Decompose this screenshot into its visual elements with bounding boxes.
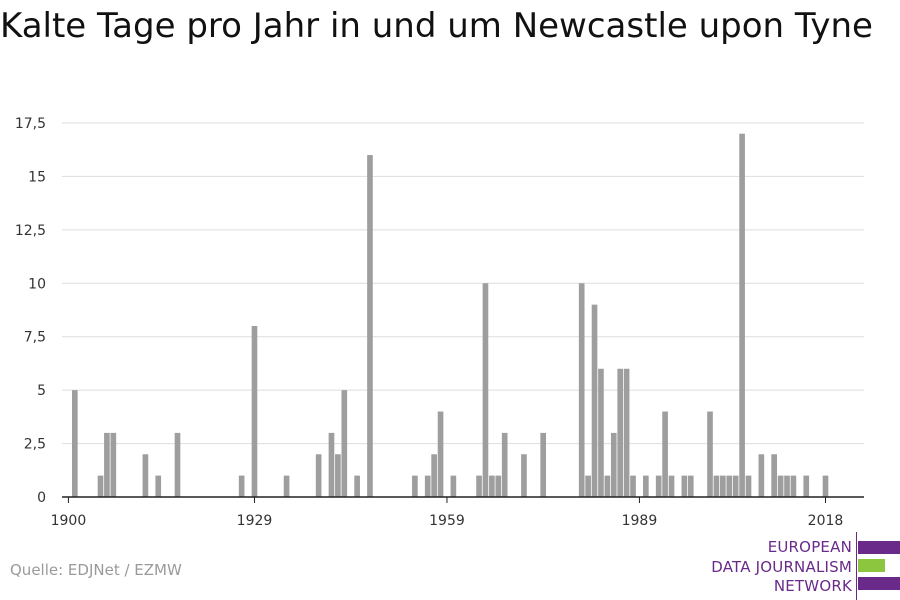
bar (598, 368, 604, 497)
y-tick-label: 5 (37, 383, 46, 399)
bar (238, 475, 245, 497)
bar (681, 475, 688, 497)
bar (655, 475, 662, 497)
bar (450, 475, 457, 497)
bar (251, 326, 258, 497)
bar (501, 432, 508, 497)
bar (354, 475, 360, 497)
bar (707, 411, 713, 497)
edjnet-logo: EUROPEAN DATA JOURNALISM NETWORK (700, 532, 900, 600)
bar (604, 475, 611, 497)
bar (585, 475, 591, 497)
bar (745, 475, 752, 497)
bar (431, 454, 437, 497)
bar (540, 432, 547, 497)
bar (822, 475, 829, 497)
bar (777, 475, 784, 497)
y-tick-label: 15 (28, 169, 46, 185)
bar (803, 475, 810, 497)
bar (412, 475, 418, 497)
logo-text-european: EUROPEAN (767, 538, 852, 556)
bar (623, 368, 630, 497)
bar (328, 432, 335, 497)
y-tick-label: 12,5 (15, 223, 46, 239)
y-tick-label: 10 (28, 276, 46, 292)
x-tick-label: 1989 (622, 513, 658, 529)
y-tick-label: 2,5 (24, 437, 46, 453)
bar (732, 475, 739, 497)
logo-bar-purple-top (858, 541, 900, 554)
bar (739, 133, 745, 497)
bar (713, 475, 720, 497)
bar (720, 475, 726, 497)
bar (97, 475, 104, 497)
bar (335, 454, 341, 497)
bar (662, 411, 668, 497)
grid-lines (62, 122, 864, 445)
chart-title: Kalte Tage pro Jahr in und um Newcastle … (0, 6, 873, 46)
x-tick-label: 2018 (808, 513, 844, 529)
x-tick-label: 1929 (237, 513, 273, 529)
bars (72, 133, 829, 498)
x-tick-label: 1900 (51, 513, 87, 529)
y-tick-label: 0 (37, 490, 46, 506)
bar (367, 155, 373, 498)
bar (424, 475, 431, 497)
source-note: Quelle: EDJNet / EZMW (10, 561, 182, 579)
bar (784, 475, 790, 497)
bar (726, 475, 733, 497)
logo-divider (856, 532, 857, 600)
bar (495, 475, 502, 497)
axes: 0 2,5 5 7,5 10 12,5 15 17,5 1900 1929 1959 1989 2018 (15, 116, 864, 529)
bar (155, 475, 162, 497)
logo-bar-green (858, 559, 885, 572)
bar (489, 475, 495, 497)
bar (790, 475, 797, 497)
bar (758, 454, 765, 497)
bar (110, 432, 117, 497)
bar (643, 475, 649, 497)
bar (578, 283, 585, 497)
logo-text-network: NETWORK (773, 577, 852, 595)
bar (283, 475, 290, 497)
bar (341, 390, 348, 497)
bar (476, 475, 482, 497)
bar (104, 432, 110, 497)
bar (591, 304, 598, 497)
bar (142, 454, 149, 497)
bar (315, 454, 322, 497)
bar (482, 283, 489, 497)
y-tick-label: 7,5 (24, 330, 46, 346)
bar (610, 432, 617, 497)
bar (521, 454, 527, 497)
bar (630, 475, 636, 497)
bar (771, 454, 777, 497)
bar (617, 368, 624, 497)
x-tick-label: 1959 (429, 513, 465, 529)
bar (668, 475, 675, 497)
y-tick-label: 17,5 (15, 116, 46, 132)
logo-bar-purple-bottom (858, 577, 900, 590)
bar (72, 390, 78, 497)
bar (174, 432, 181, 497)
bar (437, 411, 444, 497)
logo-text-data-journalism: DATA JOURNALISM (711, 558, 852, 576)
bar (687, 475, 694, 497)
